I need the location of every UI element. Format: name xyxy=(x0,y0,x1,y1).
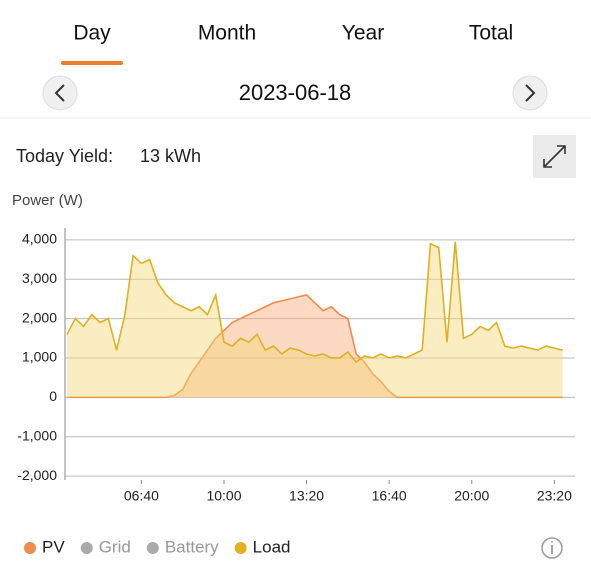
legend-label[interactable]: Load xyxy=(253,537,291,556)
y-tick-label: 3,000 xyxy=(22,270,57,286)
yield-label: Today Yield: xyxy=(16,146,113,166)
legend-swatch[interactable] xyxy=(24,542,36,554)
tab[interactable]: Day xyxy=(73,22,111,45)
yield-value: 13 kWh xyxy=(140,146,201,166)
legend: PV Grid Battery Load xyxy=(24,537,291,556)
x-tick-label: 10:00 xyxy=(206,488,241,504)
prev-button[interactable] xyxy=(42,75,78,111)
info-button[interactable] xyxy=(541,537,563,559)
prev-icon xyxy=(54,84,65,102)
legend-swatch[interactable] xyxy=(146,542,159,554)
tab-underline xyxy=(61,61,123,65)
y-tick-label: 4,000 xyxy=(22,231,57,247)
x-tick-label: 23:20 xyxy=(537,488,572,504)
series-area xyxy=(67,294,563,398)
y-tick-label: 1,000 xyxy=(22,349,57,365)
next-icon xyxy=(525,84,536,102)
next-button[interactable] xyxy=(512,75,548,111)
legend-swatch[interactable] xyxy=(80,542,93,554)
tab[interactable]: Year xyxy=(342,22,384,45)
series-line xyxy=(67,294,563,399)
y-tick-label: 0 xyxy=(49,388,57,404)
legend-label[interactable]: Grid xyxy=(99,537,131,556)
y-axis-title: Power (W) xyxy=(12,192,83,209)
x-tick-label: 13:20 xyxy=(289,488,324,504)
x-tick-label: 06:40 xyxy=(124,488,159,504)
date-label: 2023-06-18 xyxy=(239,80,352,105)
legend-label[interactable]: Battery xyxy=(165,537,219,556)
y-tick-label: -2,000 xyxy=(17,467,57,483)
y-tick-label: 2,000 xyxy=(22,309,57,325)
expand-icon xyxy=(543,145,566,168)
tab-bar: Day Month Year Total xyxy=(61,22,513,65)
tab[interactable]: Month xyxy=(198,22,256,45)
plot: 4,000 3,000 2,000 1,000 0 -1,000 -2,000 06:40 10… xyxy=(17,228,575,504)
series-line xyxy=(66,241,563,363)
y-tick-label: -1,000 xyxy=(17,427,57,443)
series-area xyxy=(67,241,563,398)
x-tick-label: 20:00 xyxy=(454,488,489,504)
tab[interactable]: Total xyxy=(469,22,513,45)
legend-label[interactable]: PV xyxy=(42,537,65,556)
legend-swatch[interactable] xyxy=(234,542,247,554)
x-tick-label: 16:40 xyxy=(372,488,407,504)
